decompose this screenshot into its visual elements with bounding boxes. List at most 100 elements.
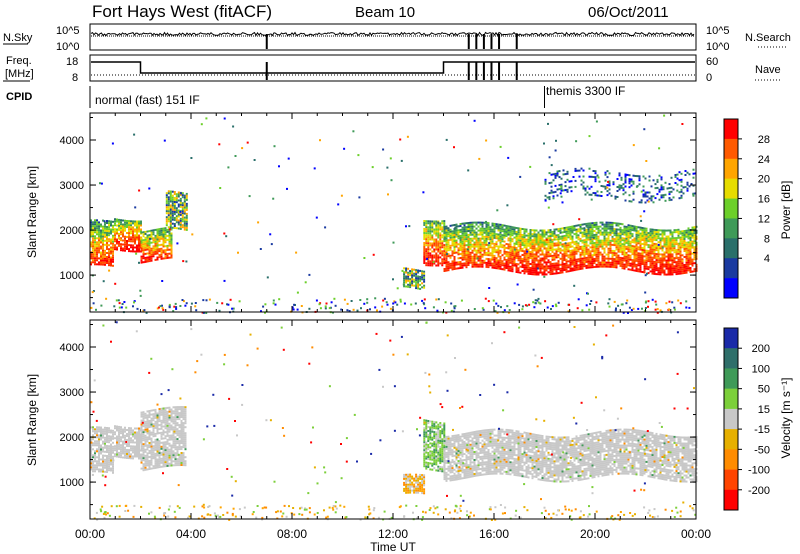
data-cell <box>166 228 169 231</box>
data-cell <box>162 257 165 260</box>
data-cell <box>167 226 170 229</box>
data-cell <box>529 273 532 275</box>
data-cell <box>521 240 524 242</box>
data-cell <box>575 240 578 243</box>
data-cell <box>481 231 484 234</box>
data-cell <box>425 234 428 237</box>
data-cell <box>554 190 557 193</box>
data-cell <box>405 275 408 278</box>
data-cell <box>160 235 163 238</box>
data-cell <box>483 261 486 264</box>
data-cell <box>150 457 153 460</box>
data-cell <box>106 431 108 433</box>
data-cell <box>140 459 143 462</box>
data-cell <box>445 245 448 248</box>
data-cell <box>124 436 126 439</box>
data-cell <box>588 193 591 196</box>
data-cell <box>547 249 550 252</box>
data-cell <box>515 271 518 273</box>
data-cell <box>166 230 169 233</box>
data-cell <box>622 187 625 190</box>
data-cell <box>319 307 322 310</box>
data-cell <box>670 190 673 193</box>
data-cell <box>439 248 442 251</box>
data-cell <box>560 189 563 192</box>
data-cell <box>152 427 155 430</box>
data-cell <box>647 258 650 261</box>
data-cell <box>536 267 539 270</box>
data-cell <box>493 222 496 225</box>
data-cell <box>639 234 642 237</box>
data-cell <box>519 245 522 248</box>
data-cell <box>465 244 468 247</box>
data-cell <box>98 243 100 246</box>
data-cell <box>565 236 568 239</box>
data-cell <box>484 297 487 300</box>
data-cell <box>481 247 484 250</box>
data-cell <box>451 250 454 253</box>
data-cell <box>635 235 638 238</box>
data-cell <box>593 260 596 262</box>
data-cell <box>465 236 468 239</box>
data-cell <box>453 224 456 226</box>
data-cell <box>556 170 559 173</box>
data-cell <box>447 261 450 264</box>
data-cell <box>185 202 188 205</box>
data-cell <box>535 229 538 232</box>
cpid-panel: CPID normal (fast) 151 IF themis 3300 IF <box>6 84 625 108</box>
data-cell <box>181 214 184 217</box>
data-cell <box>623 253 626 256</box>
data-cell <box>167 196 170 199</box>
data-cell <box>647 200 650 203</box>
data-cell <box>461 256 464 259</box>
data-cell <box>644 191 647 194</box>
data-cell <box>171 204 174 207</box>
data-cell <box>144 430 147 433</box>
data-cell <box>414 302 417 305</box>
data-cell <box>142 439 145 442</box>
data-cell <box>513 230 516 233</box>
data-cell <box>102 280 105 283</box>
data-cell <box>487 254 490 257</box>
data-cell <box>505 267 508 269</box>
data-cell <box>531 273 534 276</box>
data-cell <box>678 197 681 200</box>
data-cell <box>110 435 112 438</box>
data-cell <box>615 224 618 227</box>
data-cell <box>668 187 671 190</box>
data-cell <box>162 243 165 246</box>
data-cell <box>487 252 490 255</box>
data-cell <box>597 176 600 179</box>
data-cell <box>106 433 108 435</box>
data-cell <box>455 263 458 266</box>
data-cell <box>144 444 147 447</box>
data-cell <box>148 260 151 263</box>
data-cell <box>487 300 490 303</box>
data-cell <box>652 195 655 198</box>
data-cell <box>595 235 598 238</box>
data-cell <box>685 251 688 254</box>
data-cell <box>134 447 136 450</box>
data-cell <box>112 445 114 448</box>
data-cell <box>661 231 664 234</box>
data-cell <box>653 230 656 233</box>
data-cell <box>529 253 532 255</box>
data-cell <box>94 261 96 264</box>
data-cell <box>499 241 502 244</box>
data-cell <box>161 280 164 282</box>
data-cell <box>90 257 92 260</box>
data-cell <box>585 230 588 233</box>
data-cell <box>637 246 640 249</box>
data-cell <box>621 263 624 266</box>
data-cell <box>146 242 149 245</box>
data-cell <box>649 240 652 243</box>
data-cell <box>517 237 520 240</box>
data-cell <box>621 253 624 256</box>
data-cell <box>601 239 604 242</box>
data-cell <box>90 464 92 467</box>
data-cell <box>112 431 114 434</box>
data-cell <box>581 267 584 270</box>
data-cell <box>130 437 132 440</box>
data-cell <box>453 250 456 252</box>
data-cell <box>511 228 514 231</box>
